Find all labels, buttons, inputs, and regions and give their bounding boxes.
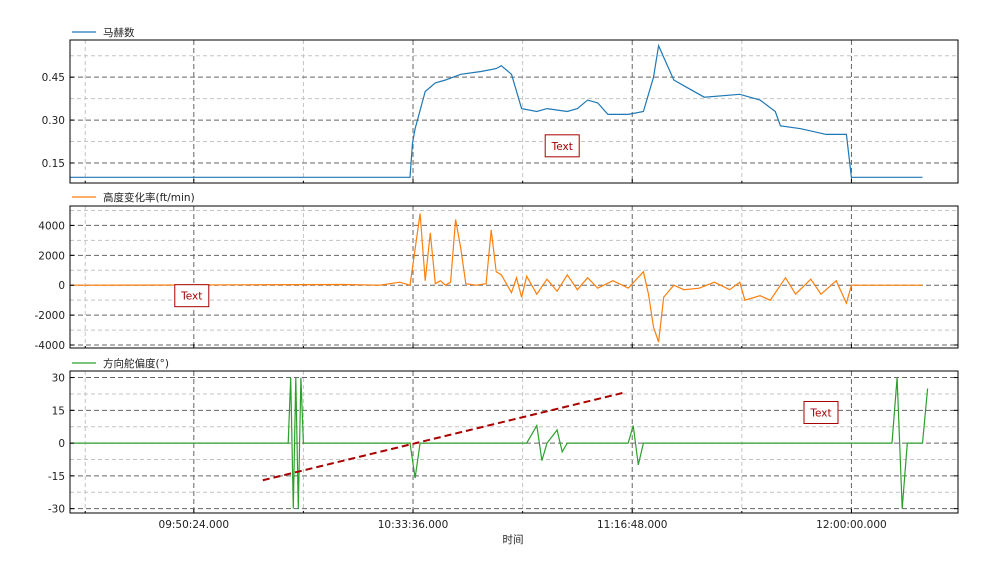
y-tick-label: 0.15 [42,158,65,170]
annotation-box-3 [803,401,839,425]
annotation-box-2 [174,284,210,308]
legend-label-1: 马赫数 [103,26,135,39]
y-tick-label: 0.45 [42,72,65,84]
y-tick-label: 0 [58,280,65,292]
annotation-text-1: Text [551,141,573,153]
x-tick-label: 10:33:36.000 [378,519,449,531]
annotation-box-1 [544,134,580,158]
trend-line [262,391,624,482]
annotation-layer: Text Text Text [174,134,839,425]
y-tick-label: 0.30 [42,115,65,127]
x-tick-label: 12:00:00.000 [816,519,887,531]
legend-label-3: 方向舵偏度(°) [103,357,169,370]
y-tick-label: 4000 [38,220,65,232]
y-tick-label: 15 [52,405,65,417]
series-line-2 [69,213,923,343]
y-tick-label: -4000 [34,340,65,352]
trend-layer [262,391,624,482]
grid-layer [70,40,958,513]
plot-frame-1 [69,39,959,184]
y-tick-label: 0 [58,438,65,450]
frame-layer [69,39,959,514]
y-tick-label: -15 [48,471,65,483]
x-tick-label: 11:16:48.000 [597,519,668,531]
series-line-1 [70,43,923,178]
y-tick-label: -30 [48,504,65,516]
annotation-text-3: Text [809,408,831,420]
tick-layer: 0.15 0.30 0.45 4000 2000 0 -2000 -4000 30 15 0 -15 -… [34,72,958,531]
x-axis-label: 时间 [503,533,524,546]
series-line-3 [70,377,929,509]
legend-label-2: 高度变化率(ft/min) [103,191,195,204]
annotation-text-2: Text [180,291,202,303]
plot-frame-3 [69,370,959,514]
y-tick-label: -2000 [34,310,65,322]
y-tick-label: 30 [52,373,65,385]
x-tick-label: 09:50:24.000 [159,519,230,531]
y-tick-label: 2000 [38,250,65,262]
plot-frame-2 [69,205,959,349]
series-layer [69,43,929,509]
